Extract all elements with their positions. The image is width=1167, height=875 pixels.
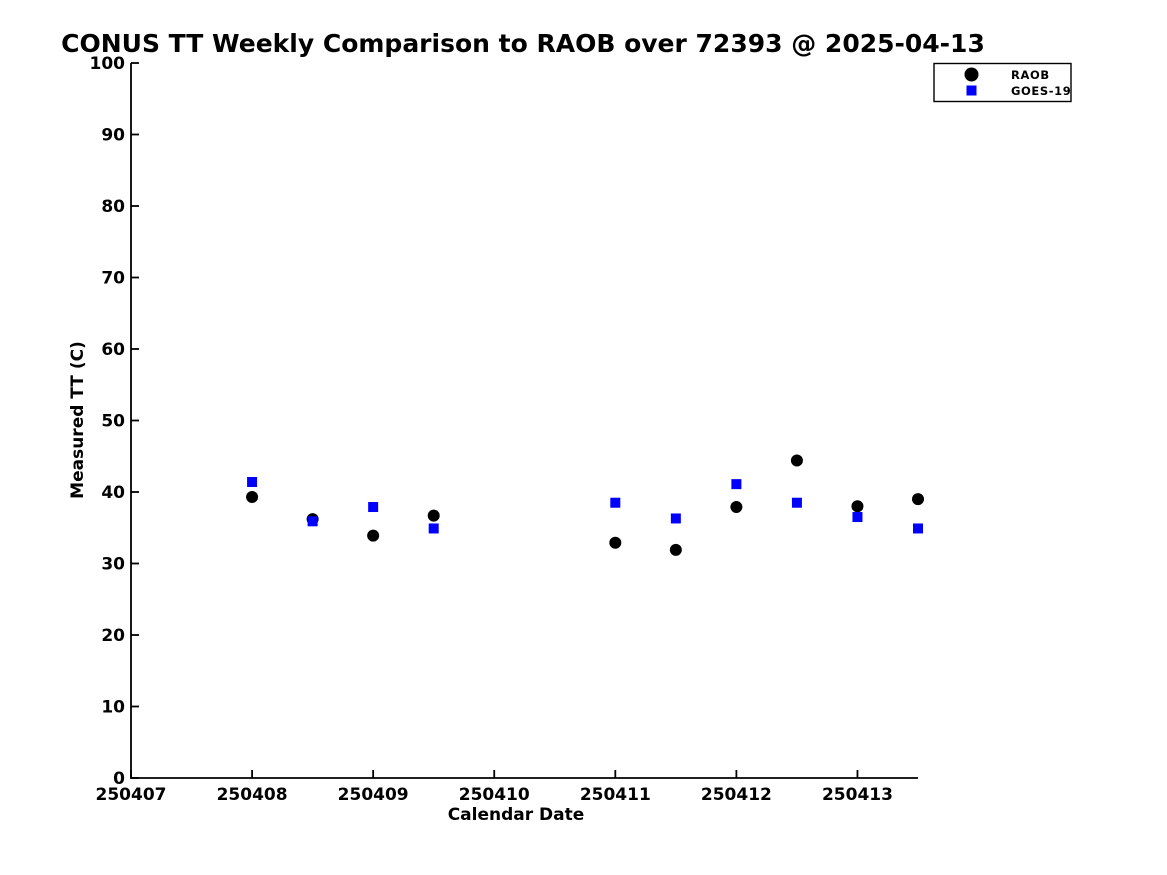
x-tick-label: 250410 bbox=[459, 785, 530, 805]
chart-title: CONUS TT Weekly Comparison to RAOB over … bbox=[61, 29, 985, 58]
legend-box bbox=[933, 62, 1072, 103]
x-tick-label: 250409 bbox=[338, 785, 409, 805]
y-tick-label: 0 bbox=[113, 769, 125, 789]
y-tick-label: 100 bbox=[90, 54, 126, 74]
x-tick-label: 250411 bbox=[580, 785, 651, 805]
marker-goes-19 bbox=[368, 502, 379, 513]
legend-marker-goes-19 bbox=[966, 85, 977, 96]
y-tick-label: 80 bbox=[101, 197, 125, 217]
y-tick-label: 90 bbox=[101, 126, 125, 146]
y-tick-label: 40 bbox=[101, 483, 125, 503]
axes: 250407 250408 250409 250410 250411 250412 2504… bbox=[90, 54, 918, 805]
x-tick-label: 250413 bbox=[822, 785, 893, 805]
x-axis-label: Calendar Date bbox=[448, 805, 585, 825]
x-tick-label: 250407 bbox=[96, 785, 167, 805]
marker-goes-19 bbox=[670, 513, 681, 524]
marker-raob bbox=[912, 493, 924, 506]
y-tick-label: 50 bbox=[101, 412, 125, 432]
y-tick-label: 20 bbox=[101, 626, 125, 646]
y-tick-label: 60 bbox=[101, 340, 125, 360]
y-axis-label: Measured TT (C) bbox=[68, 341, 88, 499]
x-tick-label: 250412 bbox=[701, 785, 772, 805]
marker-goes-19 bbox=[307, 516, 318, 527]
legend-label-raob: RAOB bbox=[1011, 68, 1050, 82]
marker-raob bbox=[427, 509, 440, 522]
marker-goes-19 bbox=[428, 523, 439, 534]
marker-raob bbox=[609, 536, 622, 549]
marker-raob bbox=[367, 529, 380, 542]
marker-goes-19 bbox=[247, 476, 258, 487]
y-tick-label: 70 bbox=[101, 269, 125, 289]
legend-marker-raob bbox=[964, 67, 979, 82]
marker-goes-19 bbox=[791, 497, 802, 508]
marker-raob bbox=[730, 501, 743, 514]
marker-raob bbox=[851, 500, 864, 513]
y-tick-label: 10 bbox=[101, 698, 125, 718]
legend: RAOB GOES-19 bbox=[933, 62, 1072, 103]
x-tick-label: 250408 bbox=[217, 785, 288, 805]
marker-goes-19 bbox=[913, 523, 923, 534]
marker-raob bbox=[669, 543, 682, 556]
plot-points bbox=[246, 454, 924, 556]
marker-goes-19 bbox=[610, 497, 621, 508]
marker-goes-19 bbox=[852, 512, 863, 523]
marker-goes-19 bbox=[731, 479, 742, 490]
legend-label-goes-19: GOES-19 bbox=[1011, 84, 1071, 98]
marker-raob bbox=[790, 454, 803, 467]
axis-spines bbox=[130, 63, 918, 779]
y-tick-label: 30 bbox=[101, 555, 125, 575]
marker-raob bbox=[246, 491, 259, 504]
